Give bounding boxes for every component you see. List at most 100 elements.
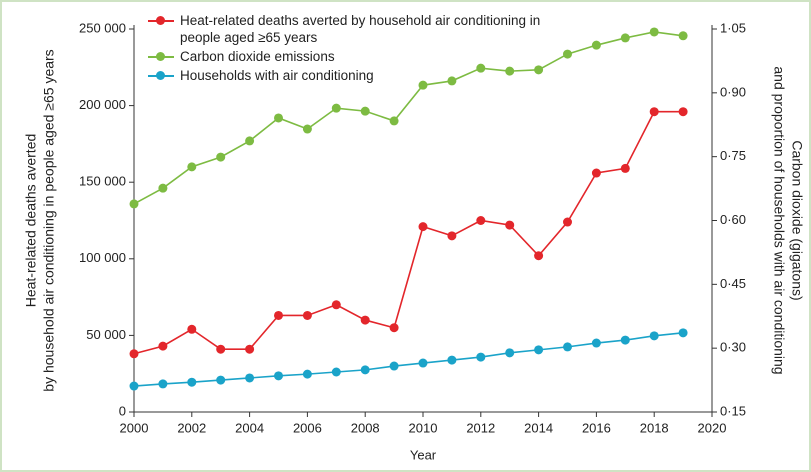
legend-swatch (148, 71, 174, 80)
data-point (649, 27, 659, 37)
data-point (534, 251, 544, 261)
y2-tick-label: 0·45 (720, 276, 746, 291)
data-point (360, 315, 370, 325)
legend-item: Households with air conditioning (148, 67, 578, 84)
x-tick-label: 2018 (640, 420, 669, 435)
y2-tick-label: 0·90 (720, 84, 746, 99)
data-point (331, 103, 341, 113)
legend-label: Heat-related deaths averted by household… (180, 13, 541, 45)
data-point (216, 152, 226, 162)
x-tick-label: 2016 (582, 420, 611, 435)
data-point (274, 113, 283, 123)
x-tick-label: 2010 (409, 420, 438, 435)
data-point (649, 107, 659, 117)
data-point (620, 335, 630, 345)
data-point (360, 106, 370, 116)
data-point (187, 324, 197, 334)
legend-label: Carbon dioxide emissions (180, 49, 335, 64)
data-point (534, 65, 544, 75)
y2-tick-label: 0·75 (720, 148, 746, 163)
data-point (476, 352, 486, 362)
data-point (331, 300, 341, 310)
data-point (216, 375, 226, 385)
data-point (591, 338, 601, 348)
data-point (563, 342, 572, 352)
data-point (302, 369, 312, 379)
data-point (216, 344, 226, 354)
data-point (129, 199, 139, 209)
data-point (678, 31, 688, 41)
y-axis-title: Heat-related deaths averted (23, 134, 39, 308)
data-point (187, 162, 197, 172)
y-tick-label: 0 (119, 403, 126, 418)
y-tick-label: 250 000 (79, 20, 126, 35)
y2-axis-title: and proportion of households with air co… (771, 66, 787, 374)
y2-tick-label: 0·15 (720, 403, 746, 418)
x-tick-label: 2008 (351, 420, 380, 435)
data-point (447, 355, 457, 365)
data-point (591, 168, 601, 178)
data-point (505, 66, 515, 76)
data-point (678, 107, 688, 117)
y2-axis-title: Carbon dioxide (gigatons) (789, 140, 805, 300)
data-point (158, 183, 168, 193)
x-tick-label: 2000 (120, 420, 149, 435)
data-point (302, 310, 312, 320)
series-line (133, 110, 684, 355)
y2-tick-label: 1·05 (720, 20, 746, 35)
x-tick-label: 2020 (698, 420, 727, 435)
data-point (389, 323, 399, 333)
data-point (245, 136, 255, 146)
x-tick-label: 2006 (293, 420, 322, 435)
data-point (563, 49, 572, 59)
series-line (133, 332, 684, 387)
y2-tick-label: 0·60 (720, 212, 746, 227)
data-point (678, 328, 688, 338)
legend-swatch (148, 52, 174, 61)
legend: Heat-related deaths averted by household… (148, 12, 578, 86)
data-point (476, 216, 486, 225)
data-point (476, 63, 486, 73)
y-tick-label: 150 000 (79, 174, 126, 189)
data-point (245, 373, 255, 383)
data-point (274, 310, 283, 320)
data-point (418, 358, 428, 368)
data-point (360, 365, 370, 375)
legend-item: Heat-related deaths averted by household… (148, 12, 578, 46)
y-axis-title: by household air conditioning in people … (41, 49, 57, 391)
data-point (129, 349, 139, 359)
data-point (389, 361, 399, 371)
x-tick-label: 2014 (524, 420, 553, 435)
x-tick-label: 2012 (466, 420, 495, 435)
data-point (591, 40, 601, 50)
data-point (158, 341, 168, 351)
data-point (187, 377, 197, 387)
legend-swatch (148, 16, 174, 25)
data-point (331, 367, 341, 377)
data-point (534, 345, 544, 355)
data-point (418, 222, 428, 232)
legend-item: Carbon dioxide emissions (148, 48, 578, 65)
data-point (129, 381, 139, 391)
y2-tick-label: 0·30 (720, 340, 746, 355)
data-point (418, 80, 428, 90)
y-tick-label: 50 000 (86, 327, 126, 342)
data-point (158, 379, 168, 389)
legend-label: Households with air conditioning (180, 68, 374, 83)
data-point (563, 217, 572, 227)
data-point (505, 348, 515, 358)
data-point (620, 163, 630, 173)
series-line (133, 31, 684, 205)
data-point (505, 220, 515, 230)
data-point (389, 116, 399, 126)
y-tick-label: 200 000 (79, 97, 126, 112)
x-tick-label: 2002 (177, 420, 206, 435)
data-point (447, 231, 457, 241)
data-point (620, 33, 630, 43)
data-point (302, 124, 312, 134)
data-point (274, 371, 283, 381)
data-point (245, 344, 255, 354)
